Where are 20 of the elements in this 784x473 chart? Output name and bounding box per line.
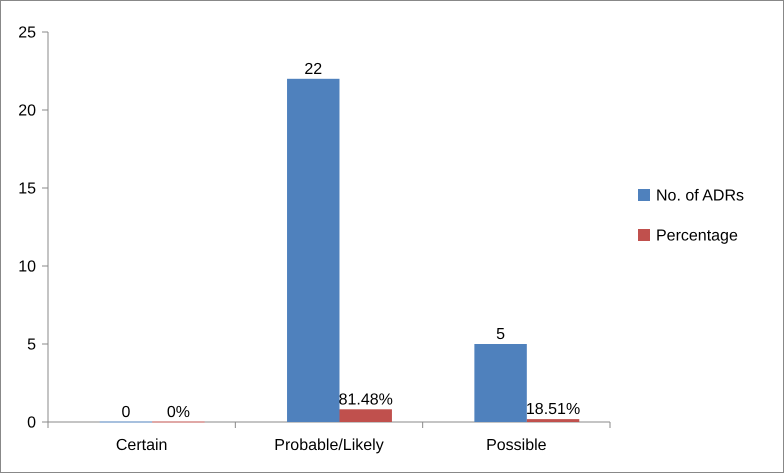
data-label: 18.51%	[526, 401, 580, 418]
bar	[339, 409, 392, 422]
y-tick-label: 10	[18, 258, 36, 276]
x-tick-label: Certain	[116, 437, 168, 454]
legend-label: Percentage	[656, 228, 738, 245]
y-tick-label: 0	[27, 414, 36, 432]
y-tick-label: 25	[18, 24, 36, 42]
x-tick-label: Possible	[486, 437, 547, 454]
data-label: 5	[496, 326, 506, 343]
data-label: 22	[304, 60, 322, 78]
data-label: 0	[121, 404, 130, 421]
bar	[474, 344, 527, 422]
legend-label: No. of ADRs	[656, 188, 744, 205]
x-tick-label: Probable/Likely	[274, 437, 384, 454]
y-tick-label: 15	[18, 180, 36, 198]
bar	[287, 78, 340, 422]
y-tick-label: 20	[18, 102, 36, 120]
y-tick-label: 5	[27, 336, 36, 354]
data-label: 0%	[166, 404, 190, 421]
bar	[526, 419, 580, 422]
